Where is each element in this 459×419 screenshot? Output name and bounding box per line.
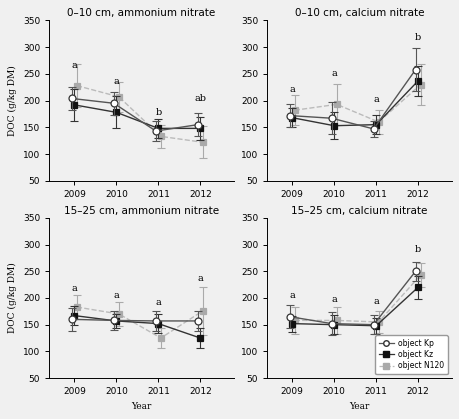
Title: 0–10 cm, ammonium nitrate: 0–10 cm, ammonium nitrate bbox=[67, 8, 215, 18]
Text: a: a bbox=[372, 96, 378, 104]
Text: a: a bbox=[155, 298, 161, 307]
X-axis label: Year: Year bbox=[131, 402, 151, 411]
Text: ab: ab bbox=[194, 94, 206, 103]
Text: b: b bbox=[414, 33, 420, 42]
X-axis label: Year: Year bbox=[348, 402, 369, 411]
Text: b: b bbox=[414, 245, 420, 254]
Text: a: a bbox=[372, 297, 378, 306]
Title: 15–25 cm, calcium nitrate: 15–25 cm, calcium nitrate bbox=[291, 206, 426, 216]
Title: 15–25 cm, ammonium nitrate: 15–25 cm, ammonium nitrate bbox=[64, 206, 218, 216]
Text: a: a bbox=[289, 291, 295, 300]
Y-axis label: DOC (g/kg DM): DOC (g/kg DM) bbox=[8, 263, 17, 334]
Title: 0–10 cm, calcium nitrate: 0–10 cm, calcium nitrate bbox=[294, 8, 423, 18]
Text: a: a bbox=[289, 85, 295, 94]
Legend: object Kp, object Kz, object N120: object Kp, object Kz, object N120 bbox=[374, 335, 447, 374]
Text: a: a bbox=[113, 290, 119, 300]
Text: a: a bbox=[113, 77, 119, 85]
Text: a: a bbox=[330, 295, 336, 304]
Text: a: a bbox=[330, 69, 336, 78]
Text: a: a bbox=[72, 61, 77, 70]
Text: b: b bbox=[155, 108, 161, 116]
Text: a: a bbox=[197, 274, 203, 283]
Y-axis label: DOC (g/kg DM): DOC (g/kg DM) bbox=[8, 65, 17, 136]
Text: a: a bbox=[72, 284, 77, 292]
